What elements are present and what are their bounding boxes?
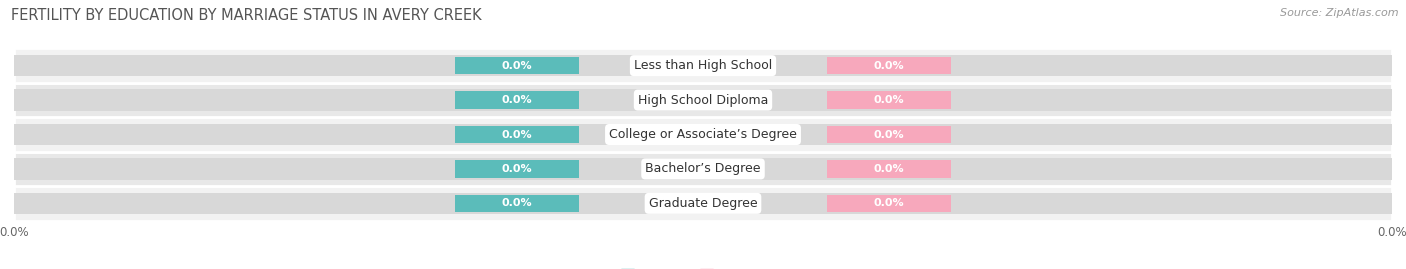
Bar [14, 117, 1392, 152]
Bar [14, 152, 1392, 186]
Bar [14, 186, 1392, 221]
Bar [14, 89, 1392, 111]
Text: 0.0%: 0.0% [873, 164, 904, 174]
Text: Source: ZipAtlas.com: Source: ZipAtlas.com [1281, 8, 1399, 18]
Text: Bachelor’s Degree: Bachelor’s Degree [645, 162, 761, 175]
Bar [14, 124, 1392, 145]
Bar [456, 91, 579, 109]
Bar [14, 48, 1392, 83]
Text: 0.0%: 0.0% [873, 95, 904, 105]
Bar [827, 194, 950, 212]
Text: 0.0%: 0.0% [502, 95, 533, 105]
Bar [14, 55, 1392, 76]
Text: High School Diploma: High School Diploma [638, 94, 768, 107]
Text: 0.0%: 0.0% [873, 198, 904, 208]
Bar [456, 160, 579, 178]
Bar [827, 57, 950, 75]
Bar [14, 193, 1392, 214]
Bar [456, 57, 579, 75]
Text: 0.0%: 0.0% [873, 61, 904, 71]
Text: 0.0%: 0.0% [502, 129, 533, 140]
Text: Graduate Degree: Graduate Degree [648, 197, 758, 210]
Bar [14, 158, 1392, 180]
Text: 0.0%: 0.0% [502, 164, 533, 174]
Bar [456, 126, 579, 143]
Text: FERTILITY BY EDUCATION BY MARRIAGE STATUS IN AVERY CREEK: FERTILITY BY EDUCATION BY MARRIAGE STATU… [11, 8, 482, 23]
Bar [14, 83, 1392, 117]
Text: College or Associate’s Degree: College or Associate’s Degree [609, 128, 797, 141]
Bar [827, 91, 950, 109]
Legend: Married, Unmarried: Married, Unmarried [616, 264, 790, 269]
Text: 0.0%: 0.0% [873, 129, 904, 140]
Bar [827, 160, 950, 178]
Text: 0.0%: 0.0% [502, 198, 533, 208]
Bar [456, 194, 579, 212]
Bar [827, 126, 950, 143]
Text: Less than High School: Less than High School [634, 59, 772, 72]
Text: 0.0%: 0.0% [502, 61, 533, 71]
